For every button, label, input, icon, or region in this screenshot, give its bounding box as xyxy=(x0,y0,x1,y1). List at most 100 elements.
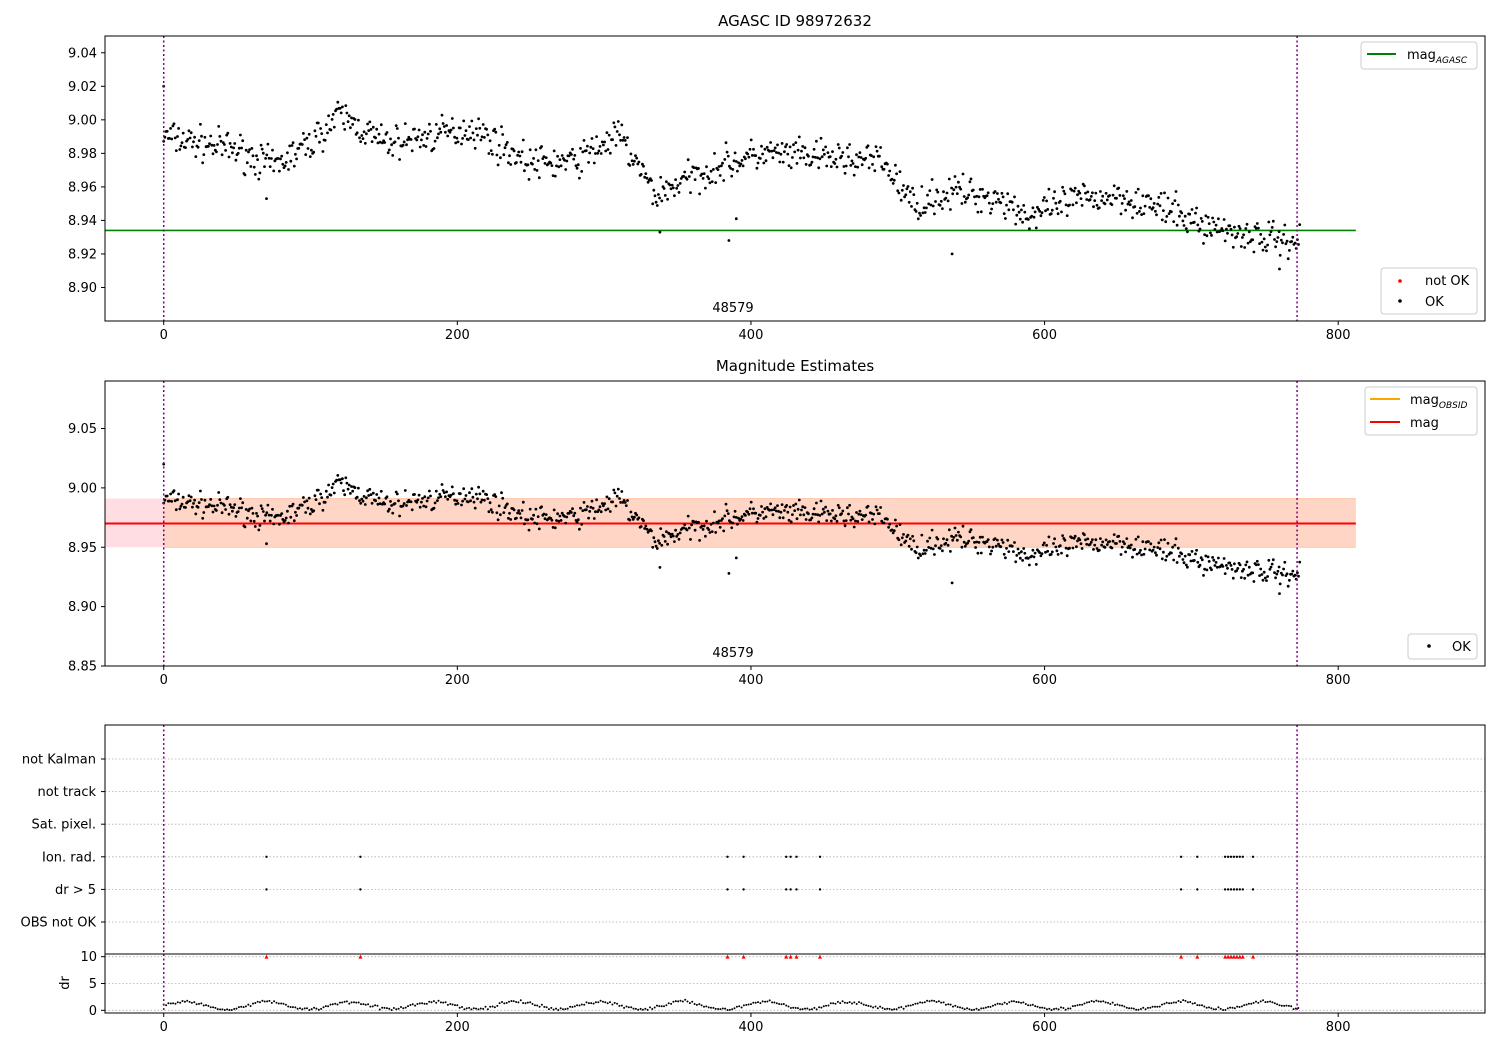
data-point xyxy=(1158,204,1162,208)
data-point xyxy=(602,504,605,508)
data-point xyxy=(466,500,470,504)
data-point xyxy=(489,149,493,153)
data-point xyxy=(920,185,924,188)
data-point xyxy=(241,501,245,505)
data-point xyxy=(931,204,935,208)
dr-point xyxy=(1081,1003,1084,1006)
data-point xyxy=(887,525,890,529)
data-point xyxy=(1164,220,1168,224)
data-point xyxy=(1038,551,1042,554)
data-point xyxy=(1263,576,1267,580)
dr-point xyxy=(1186,1001,1189,1004)
data-point xyxy=(310,148,313,152)
data-point xyxy=(446,497,450,501)
data-point xyxy=(870,511,873,515)
data-point xyxy=(761,510,764,514)
data-point xyxy=(660,543,664,547)
data-point xyxy=(241,139,245,143)
data-point xyxy=(676,533,680,536)
data-point xyxy=(1054,545,1058,549)
dr-point xyxy=(1203,1005,1206,1008)
data-point xyxy=(229,505,233,509)
data-point xyxy=(776,504,779,507)
data-point xyxy=(642,164,645,168)
data-point xyxy=(1284,242,1288,246)
dr-point xyxy=(1041,1006,1044,1009)
data-point xyxy=(245,161,249,165)
data-point xyxy=(1244,563,1248,567)
data-point xyxy=(327,114,330,118)
dr-point xyxy=(639,1007,642,1010)
dr-point xyxy=(519,999,522,1002)
data-point xyxy=(997,197,1000,201)
data-point xyxy=(928,536,932,540)
flag-point xyxy=(1196,888,1199,891)
data-point xyxy=(1103,546,1107,549)
data-point xyxy=(713,510,716,514)
dr-point xyxy=(338,1001,341,1004)
data-point xyxy=(501,496,505,500)
dr-point xyxy=(1045,1008,1048,1011)
data-point xyxy=(233,503,237,506)
data-point xyxy=(860,163,864,167)
dr-point xyxy=(181,1000,184,1002)
data-point xyxy=(243,525,247,529)
data-point xyxy=(1139,548,1142,552)
data-point xyxy=(949,550,952,553)
data-point xyxy=(503,146,507,150)
flag-point xyxy=(359,888,362,891)
data-point xyxy=(508,154,511,158)
dr-point xyxy=(280,1002,283,1005)
data-point xyxy=(1005,546,1008,550)
data-point xyxy=(432,506,436,510)
data-point xyxy=(1255,222,1259,225)
data-point xyxy=(789,520,793,524)
data-point xyxy=(1181,219,1185,223)
data-point xyxy=(737,161,740,165)
data-point xyxy=(464,129,468,133)
dr-point xyxy=(879,1005,882,1008)
data-point xyxy=(1270,562,1274,566)
dr-point xyxy=(522,1002,525,1004)
data-point xyxy=(1238,227,1242,230)
data-point xyxy=(469,136,472,140)
data-point xyxy=(307,496,311,500)
data-point xyxy=(236,151,240,155)
data-point xyxy=(1243,576,1247,580)
data-point xyxy=(1001,195,1005,199)
dr-point xyxy=(193,1001,196,1004)
data-point xyxy=(474,127,478,130)
data-point xyxy=(1238,563,1242,567)
dr-point xyxy=(273,1000,276,1003)
data-point xyxy=(1262,237,1266,241)
data-point xyxy=(771,156,775,160)
data-point xyxy=(650,179,653,182)
dr-point xyxy=(237,1006,240,1009)
data-point xyxy=(1204,554,1208,558)
data-point xyxy=(911,186,914,190)
data-point xyxy=(353,118,357,121)
data-point xyxy=(418,505,422,509)
data-point xyxy=(571,507,574,511)
data-point xyxy=(439,130,443,134)
dr-point xyxy=(1067,1007,1070,1010)
data-point xyxy=(1039,554,1043,558)
dr-point xyxy=(270,1001,273,1004)
data-point xyxy=(1243,246,1247,249)
dr-point xyxy=(825,1004,828,1007)
data-point xyxy=(283,164,287,168)
data-point xyxy=(479,138,483,142)
data-point xyxy=(701,528,705,531)
data-point xyxy=(763,147,767,151)
dr-point xyxy=(249,1005,252,1007)
dr-point xyxy=(503,1002,506,1005)
dr-point xyxy=(1095,999,1098,1002)
data-point xyxy=(928,189,932,193)
data-point xyxy=(261,151,265,155)
data-point xyxy=(1151,548,1155,552)
data-point xyxy=(968,530,972,534)
data-point xyxy=(1263,245,1267,249)
data-point xyxy=(1251,238,1255,242)
data-point xyxy=(200,498,203,501)
data-point xyxy=(470,119,474,123)
